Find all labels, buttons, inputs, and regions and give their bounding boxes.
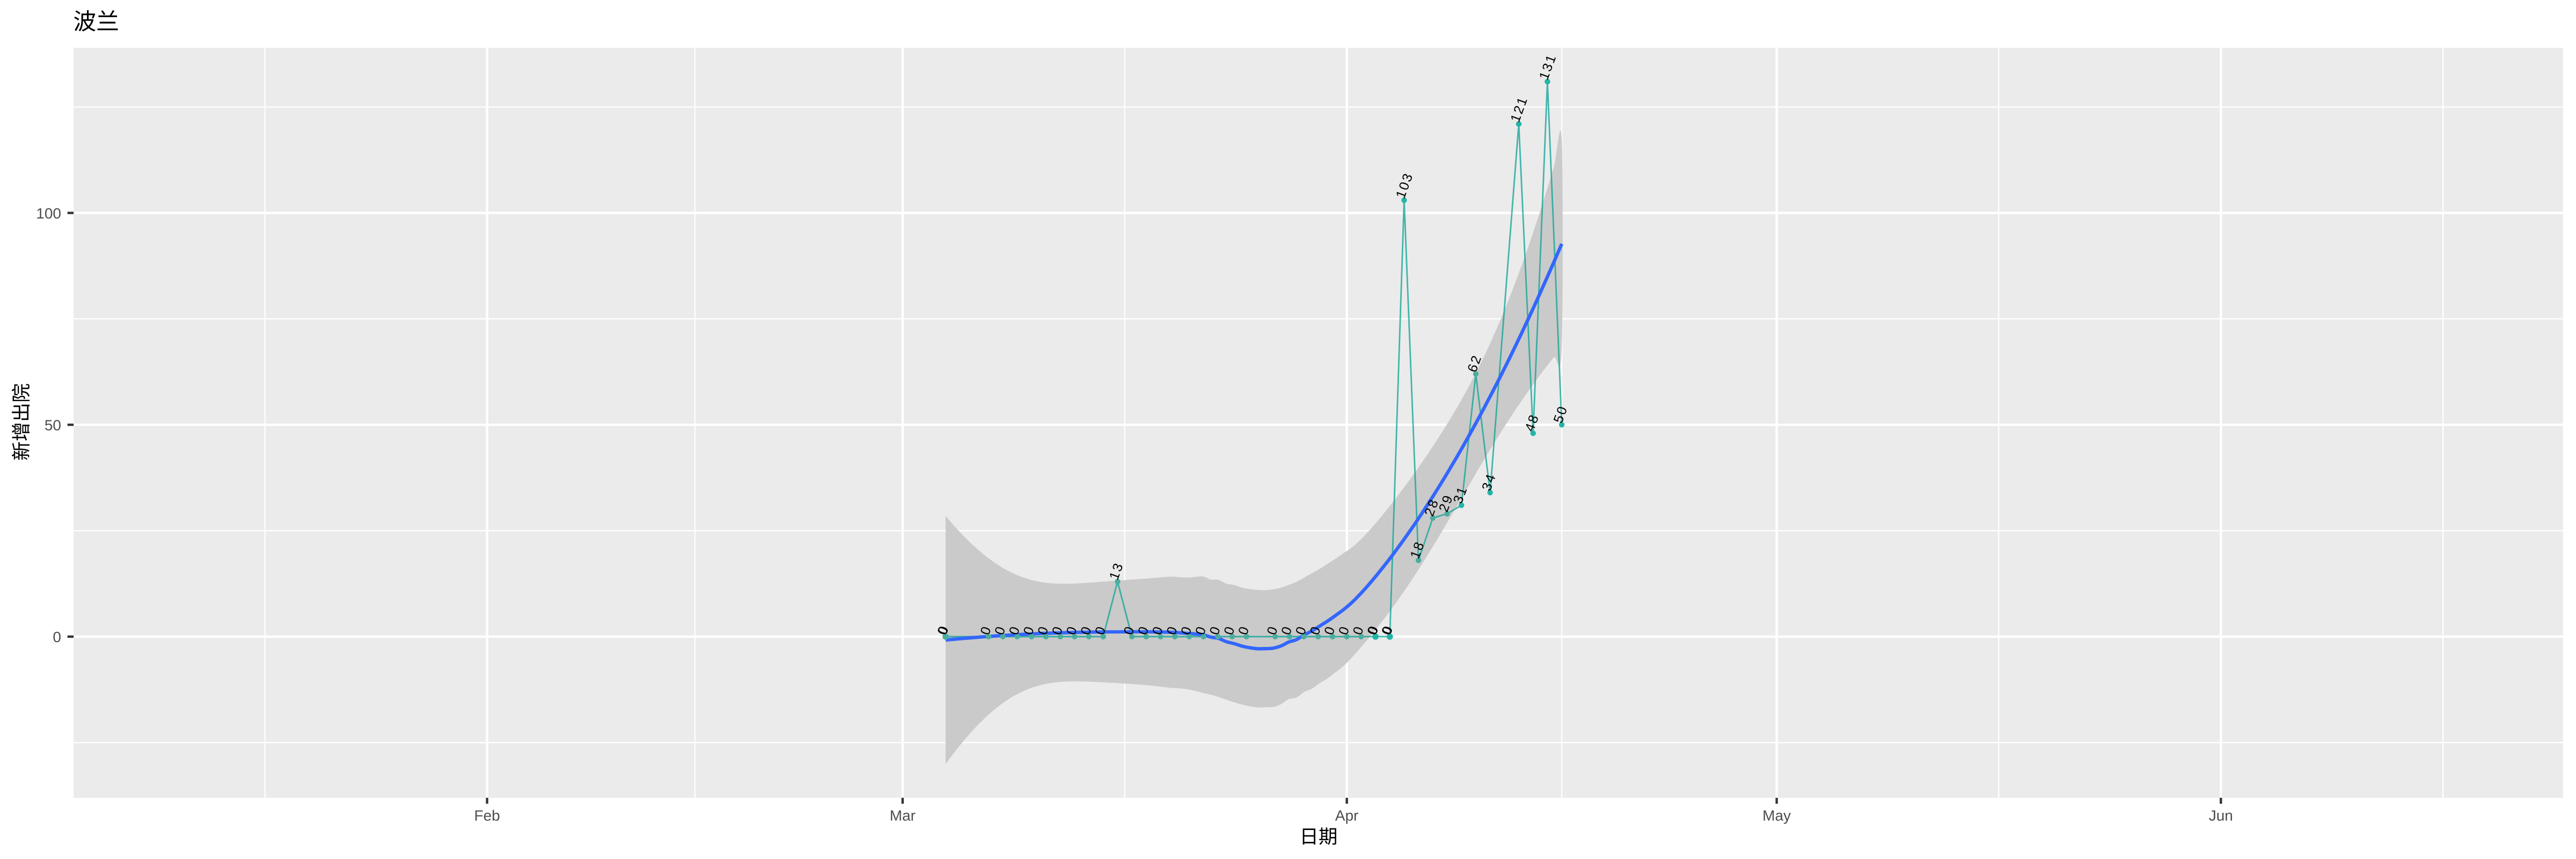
svg-text:Apr: Apr — [1335, 807, 1359, 824]
svg-text:Mar: Mar — [890, 807, 916, 824]
svg-text:0: 0 — [53, 629, 61, 645]
svg-text:50: 50 — [45, 417, 61, 433]
svg-text:May: May — [1762, 807, 1791, 824]
svg-text:Jun: Jun — [2209, 807, 2233, 824]
svg-text:100: 100 — [36, 205, 61, 222]
svg-text:Feb: Feb — [474, 807, 500, 824]
